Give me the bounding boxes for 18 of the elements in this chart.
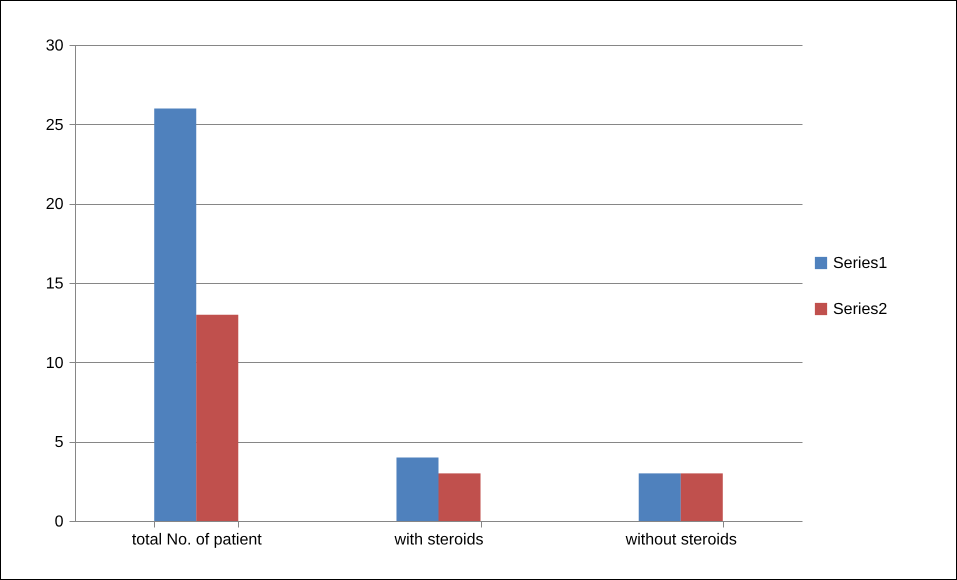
bar [196,314,238,521]
bar [438,473,481,521]
bar [638,473,681,521]
legend-label: Series2 [833,301,888,318]
bar [396,458,438,521]
y-tick-label: 30 [46,38,64,54]
y-tick-label: 0 [54,514,64,530]
y-tick-label: 25 [46,116,64,134]
y-tick-label: 20 [46,196,64,214]
y-tick-label: 15 [46,276,64,292]
y-tick-label: 10 [46,354,64,372]
y-tick-label: 5 [54,434,64,452]
legend-label: Series1 [833,255,888,272]
x-tick-label: with steroids [394,532,484,548]
bar [154,108,196,521]
x-tick-label: total No. of patient [132,532,262,548]
bar [680,473,723,521]
x-tick-label: without steroids [624,532,737,548]
